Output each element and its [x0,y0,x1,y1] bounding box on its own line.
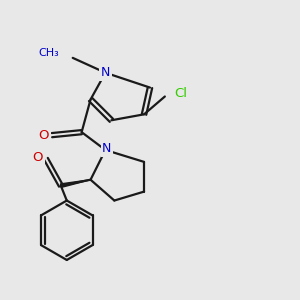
Text: N: N [102,142,112,155]
Text: Cl: Cl [174,87,187,100]
Text: CH₃: CH₃ [39,48,59,59]
Polygon shape [61,180,91,188]
Text: O: O [32,151,43,164]
Text: N: N [101,66,110,79]
Text: O: O [38,129,49,142]
